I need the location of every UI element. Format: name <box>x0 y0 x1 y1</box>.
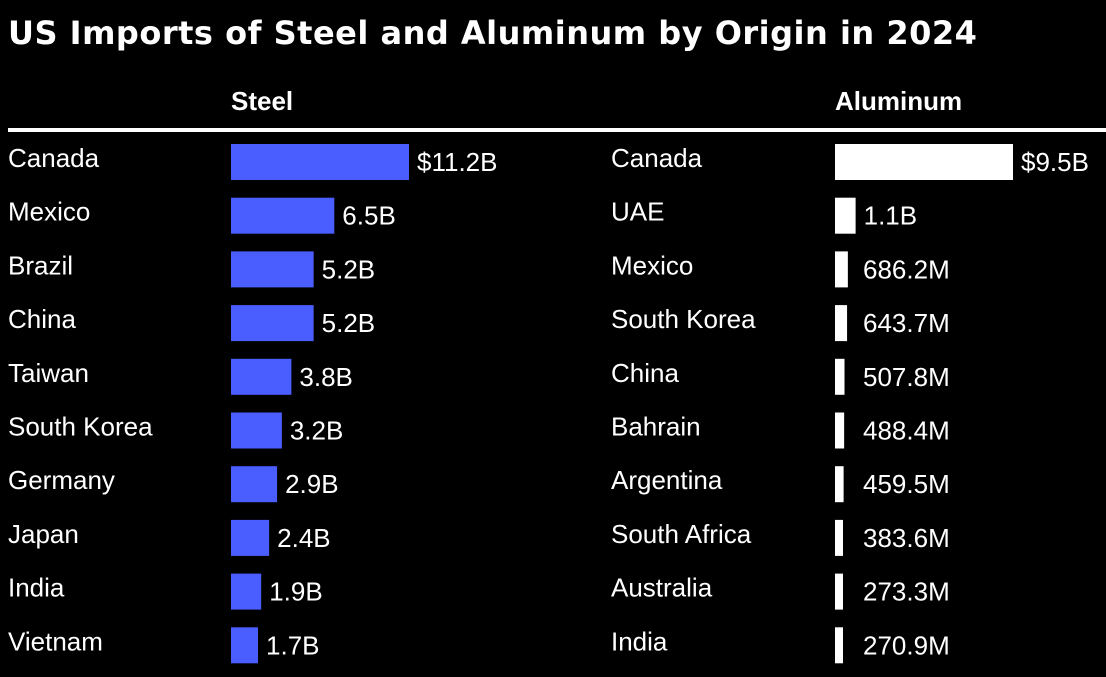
steel-value-label-taiwan: 3.8B <box>299 362 353 392</box>
aluminum-bar-mexico <box>835 251 848 288</box>
aluminum-value-label-india: 270.9M <box>863 630 950 660</box>
aluminum-bar-india <box>835 627 843 664</box>
steel-category-japan: Japan <box>8 519 79 549</box>
steel-bar-japan <box>231 519 270 556</box>
aluminum-category-south-korea: South Korea <box>611 304 756 334</box>
aluminum-value-label-south-africa: 383.6M <box>863 523 950 553</box>
steel-value-label-canada: $11.2B <box>417 147 497 177</box>
aluminum-category-china: China <box>611 358 679 388</box>
aluminum-category-uae: UAE <box>611 197 664 227</box>
steel-bar-india <box>231 573 262 610</box>
steel-category-brazil: Brazil <box>8 250 73 280</box>
steel-value-label-germany: 2.9B <box>285 469 339 499</box>
aluminum-category-argentina: Argentina <box>611 465 723 495</box>
steel-bar-brazil <box>231 251 314 288</box>
steel-panel: Canada $11.2B Mexico 6.5B Brazil 5.2B China 5.2… <box>8 143 497 664</box>
aluminum-category-south-africa: South Africa <box>611 519 752 549</box>
header-rule <box>8 128 1106 132</box>
steel-category-india: India <box>8 573 65 603</box>
aluminum-bar-bahrain <box>835 412 845 449</box>
aluminum-value-label-argentina: 459.5M <box>863 469 950 499</box>
steel-category-vietnam: Vietnam <box>8 626 103 656</box>
chart-title: US Imports of Steel and Aluminum by Orig… <box>8 14 978 52</box>
steel-bar-mexico <box>231 197 335 234</box>
aluminum-bar-south-africa <box>835 519 843 556</box>
aluminum-bar-china <box>835 358 845 395</box>
aluminum-value-label-mexico: 686.2M <box>863 254 950 284</box>
steel-value-label-china: 5.2B <box>322 308 376 338</box>
steel-category-taiwan: Taiwan <box>8 358 89 388</box>
steel-category-mexico: Mexico <box>8 197 90 227</box>
steel-bar-vietnam <box>231 627 259 664</box>
steel-category-south-korea: South Korea <box>8 412 153 442</box>
aluminum-bar-uae <box>835 197 856 234</box>
steel-value-label-vietnam: 1.7B <box>266 630 320 660</box>
aluminum-category-india: India <box>611 626 668 656</box>
aluminum-column-header: Aluminum <box>835 86 963 116</box>
aluminum-value-label-canada: $9.5B <box>1021 147 1089 177</box>
aluminum-category-mexico: Mexico <box>611 250 693 280</box>
steel-value-label-brazil: 5.2B <box>322 254 376 284</box>
aluminum-bar-argentina <box>835 466 844 503</box>
aluminum-category-bahrain: Bahrain <box>611 412 701 442</box>
aluminum-category-australia: Australia <box>611 573 713 603</box>
steel-value-label-japan: 2.4B <box>277 523 331 553</box>
steel-value-label-india: 1.9B <box>269 577 323 607</box>
aluminum-bar-australia <box>835 573 843 610</box>
steel-category-canada: Canada <box>8 143 100 173</box>
aluminum-bar-canada <box>835 144 1013 180</box>
aluminum-bar-south-korea <box>835 305 848 342</box>
steel-bar-south-korea <box>231 412 282 449</box>
steel-bar-taiwan <box>231 358 292 395</box>
aluminum-value-label-bahrain: 488.4M <box>863 416 950 446</box>
steel-category-china: China <box>8 304 76 334</box>
steel-bar-china <box>231 305 314 342</box>
steel-value-label-south-korea: 3.2B <box>290 416 344 446</box>
steel-bar-canada <box>231 144 409 180</box>
aluminum-category-canada: Canada <box>611 143 703 173</box>
steel-column-header: Steel <box>231 86 294 116</box>
steel-category-germany: Germany <box>8 465 115 495</box>
aluminum-panel: Canada $9.5B UAE 1.1B Mexico 686.2M South Kore… <box>611 143 1089 664</box>
aluminum-value-label-australia: 273.3M <box>863 577 950 607</box>
aluminum-value-label-china: 507.8M <box>863 362 950 392</box>
aluminum-value-label-south-korea: 643.7M <box>863 308 950 338</box>
steel-value-label-mexico: 6.5B <box>342 201 396 231</box>
steel-bar-germany <box>231 466 278 503</box>
aluminum-value-label-uae: 1.1B <box>864 201 918 231</box>
